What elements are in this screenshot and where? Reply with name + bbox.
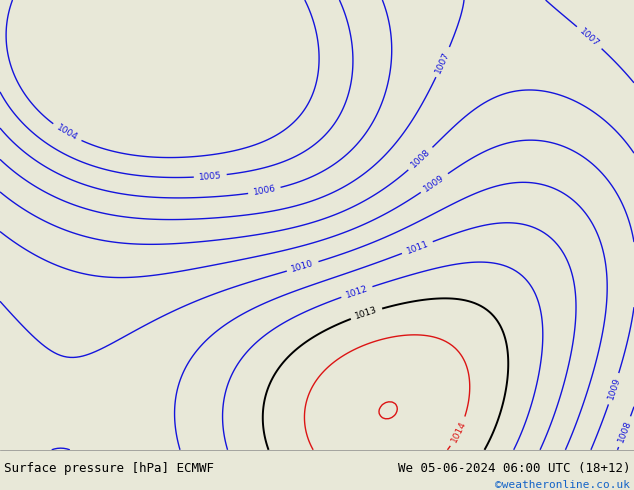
Text: 1014: 1014 bbox=[450, 419, 468, 444]
Text: 1009: 1009 bbox=[606, 376, 621, 401]
Text: 1004: 1004 bbox=[55, 123, 79, 143]
Text: Surface pressure [hPa] ECMWF: Surface pressure [hPa] ECMWF bbox=[4, 462, 214, 475]
Text: 1011: 1011 bbox=[405, 239, 430, 256]
Text: 1008: 1008 bbox=[409, 147, 432, 170]
Text: 1007: 1007 bbox=[578, 26, 601, 49]
Text: 1010: 1010 bbox=[290, 259, 315, 274]
Text: We 05-06-2024 06:00 UTC (18+12): We 05-06-2024 06:00 UTC (18+12) bbox=[398, 462, 630, 475]
Text: 1013: 1013 bbox=[354, 305, 378, 321]
Text: 1012: 1012 bbox=[344, 284, 369, 300]
Text: 1007: 1007 bbox=[434, 50, 451, 74]
Text: 1009: 1009 bbox=[422, 173, 446, 194]
Text: ©weatheronline.co.uk: ©weatheronline.co.uk bbox=[495, 480, 630, 490]
Text: 1008: 1008 bbox=[616, 419, 633, 444]
Text: 1006: 1006 bbox=[252, 184, 276, 197]
Text: 1005: 1005 bbox=[198, 171, 222, 181]
